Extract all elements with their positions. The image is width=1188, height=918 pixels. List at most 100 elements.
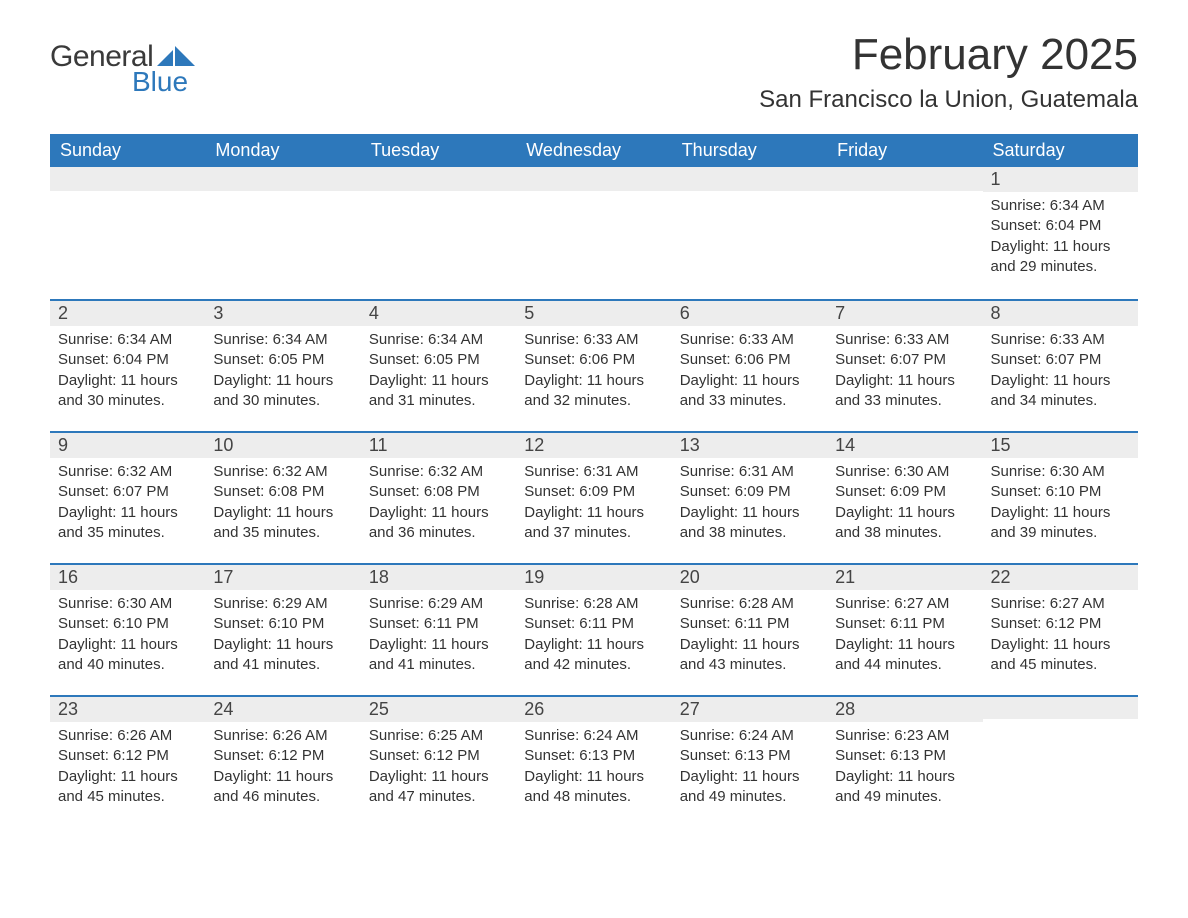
day-details: Sunrise: 6:24 AMSunset: 6:13 PMDaylight:…: [672, 722, 827, 813]
sunset-text: Sunset: 6:13 PM: [835, 746, 974, 766]
sunrise-text: Sunrise: 6:34 AM: [369, 330, 508, 350]
empty-day-header: [672, 167, 827, 191]
day-number: 7: [827, 299, 982, 326]
day-number: 17: [205, 563, 360, 590]
day-details: Sunrise: 6:30 AMSunset: 6:10 PMDaylight:…: [50, 590, 205, 681]
day-details: Sunrise: 6:29 AMSunset: 6:10 PMDaylight:…: [205, 590, 360, 681]
day-details: Sunrise: 6:24 AMSunset: 6:13 PMDaylight:…: [516, 722, 671, 813]
day-details: Sunrise: 6:31 AMSunset: 6:09 PMDaylight:…: [672, 458, 827, 549]
day-number: 24: [205, 695, 360, 722]
calendar-week: 9Sunrise: 6:32 AMSunset: 6:07 PMDaylight…: [50, 431, 1138, 563]
sunset-text: Sunset: 6:08 PM: [369, 482, 508, 502]
sunrise-text: Sunrise: 6:33 AM: [991, 330, 1130, 350]
calendar-cell: 14Sunrise: 6:30 AMSunset: 6:09 PMDayligh…: [827, 431, 982, 563]
day-details: Sunrise: 6:33 AMSunset: 6:07 PMDaylight:…: [827, 326, 982, 417]
day-number: 8: [983, 299, 1138, 326]
day-details: Sunrise: 6:27 AMSunset: 6:11 PMDaylight:…: [827, 590, 982, 681]
sunset-text: Sunset: 6:04 PM: [991, 216, 1130, 236]
calendar-cell: 10Sunrise: 6:32 AMSunset: 6:08 PMDayligh…: [205, 431, 360, 563]
daylight-text: Daylight: 11 hours and 38 minutes.: [680, 503, 819, 544]
daylight-text: Daylight: 11 hours and 33 minutes.: [680, 371, 819, 412]
day-details: Sunrise: 6:34 AMSunset: 6:04 PMDaylight:…: [983, 192, 1138, 283]
empty-day-header: [361, 167, 516, 191]
weekday-header: Monday: [205, 134, 360, 167]
day-number: 28: [827, 695, 982, 722]
sunset-text: Sunset: 6:13 PM: [524, 746, 663, 766]
day-details: Sunrise: 6:28 AMSunset: 6:11 PMDaylight:…: [672, 590, 827, 681]
sunset-text: Sunset: 6:12 PM: [58, 746, 197, 766]
sunset-text: Sunset: 6:05 PM: [369, 350, 508, 370]
sunset-text: Sunset: 6:12 PM: [213, 746, 352, 766]
day-number: 13: [672, 431, 827, 458]
sunrise-text: Sunrise: 6:32 AM: [369, 462, 508, 482]
sunset-text: Sunset: 6:11 PM: [680, 614, 819, 634]
sunrise-text: Sunrise: 6:32 AM: [58, 462, 197, 482]
sunrise-text: Sunrise: 6:28 AM: [680, 594, 819, 614]
daylight-text: Daylight: 11 hours and 31 minutes.: [369, 371, 508, 412]
sunrise-text: Sunrise: 6:34 AM: [213, 330, 352, 350]
calendar-table: SundayMondayTuesdayWednesdayThursdayFrid…: [50, 134, 1138, 827]
calendar-week: 1Sunrise: 6:34 AMSunset: 6:04 PMDaylight…: [50, 167, 1138, 299]
day-details: Sunrise: 6:31 AMSunset: 6:09 PMDaylight:…: [516, 458, 671, 549]
daylight-text: Daylight: 11 hours and 44 minutes.: [835, 635, 974, 676]
sunset-text: Sunset: 6:12 PM: [369, 746, 508, 766]
daylight-text: Daylight: 11 hours and 35 minutes.: [213, 503, 352, 544]
day-details: Sunrise: 6:27 AMSunset: 6:12 PMDaylight:…: [983, 590, 1138, 681]
calendar-cell: [672, 167, 827, 299]
day-number: 22: [983, 563, 1138, 590]
calendar-cell: 20Sunrise: 6:28 AMSunset: 6:11 PMDayligh…: [672, 563, 827, 695]
calendar-head: SundayMondayTuesdayWednesdayThursdayFrid…: [50, 134, 1138, 167]
calendar-cell: 2Sunrise: 6:34 AMSunset: 6:04 PMDaylight…: [50, 299, 205, 431]
weekday-header: Wednesday: [516, 134, 671, 167]
calendar-cell: 21Sunrise: 6:27 AMSunset: 6:11 PMDayligh…: [827, 563, 982, 695]
calendar-cell: [827, 167, 982, 299]
sunrise-text: Sunrise: 6:25 AM: [369, 726, 508, 746]
day-details: Sunrise: 6:25 AMSunset: 6:12 PMDaylight:…: [361, 722, 516, 813]
calendar-cell: 8Sunrise: 6:33 AMSunset: 6:07 PMDaylight…: [983, 299, 1138, 431]
sunset-text: Sunset: 6:07 PM: [991, 350, 1130, 370]
daylight-text: Daylight: 11 hours and 30 minutes.: [58, 371, 197, 412]
sunset-text: Sunset: 6:07 PM: [835, 350, 974, 370]
sunset-text: Sunset: 6:11 PM: [524, 614, 663, 634]
location-subtitle: San Francisco la Union, Guatemala: [759, 86, 1138, 114]
calendar-cell: 12Sunrise: 6:31 AMSunset: 6:09 PMDayligh…: [516, 431, 671, 563]
day-number: 27: [672, 695, 827, 722]
day-number: 19: [516, 563, 671, 590]
day-number: 18: [361, 563, 516, 590]
daylight-text: Daylight: 11 hours and 37 minutes.: [524, 503, 663, 544]
daylight-text: Daylight: 11 hours and 49 minutes.: [680, 767, 819, 808]
sunset-text: Sunset: 6:10 PM: [991, 482, 1130, 502]
daylight-text: Daylight: 11 hours and 29 minutes.: [991, 237, 1130, 278]
calendar-cell: 24Sunrise: 6:26 AMSunset: 6:12 PMDayligh…: [205, 695, 360, 827]
day-number: 20: [672, 563, 827, 590]
calendar-cell: 25Sunrise: 6:25 AMSunset: 6:12 PMDayligh…: [361, 695, 516, 827]
day-number: 23: [50, 695, 205, 722]
day-details: Sunrise: 6:32 AMSunset: 6:08 PMDaylight:…: [205, 458, 360, 549]
sunrise-text: Sunrise: 6:31 AM: [680, 462, 819, 482]
day-number: 10: [205, 431, 360, 458]
title-block: February 2025 San Francisco la Union, Gu…: [759, 30, 1138, 114]
day-number: 21: [827, 563, 982, 590]
sunrise-text: Sunrise: 6:24 AM: [680, 726, 819, 746]
weekday-row: SundayMondayTuesdayWednesdayThursdayFrid…: [50, 134, 1138, 167]
daylight-text: Daylight: 11 hours and 33 minutes.: [835, 371, 974, 412]
daylight-text: Daylight: 11 hours and 38 minutes.: [835, 503, 974, 544]
calendar-cell: [50, 167, 205, 299]
sunset-text: Sunset: 6:10 PM: [213, 614, 352, 634]
weekday-header: Tuesday: [361, 134, 516, 167]
empty-day-header: [205, 167, 360, 191]
calendar-week: 23Sunrise: 6:26 AMSunset: 6:12 PMDayligh…: [50, 695, 1138, 827]
day-number: 12: [516, 431, 671, 458]
sunset-text: Sunset: 6:10 PM: [58, 614, 197, 634]
calendar-week: 2Sunrise: 6:34 AMSunset: 6:04 PMDaylight…: [50, 299, 1138, 431]
day-number: 3: [205, 299, 360, 326]
calendar-cell: 19Sunrise: 6:28 AMSunset: 6:11 PMDayligh…: [516, 563, 671, 695]
day-number: 15: [983, 431, 1138, 458]
daylight-text: Daylight: 11 hours and 36 minutes.: [369, 503, 508, 544]
sunset-text: Sunset: 6:09 PM: [680, 482, 819, 502]
day-number: 5: [516, 299, 671, 326]
calendar-cell: [983, 695, 1138, 827]
day-number: 14: [827, 431, 982, 458]
calendar-cell: 3Sunrise: 6:34 AMSunset: 6:05 PMDaylight…: [205, 299, 360, 431]
sunrise-text: Sunrise: 6:29 AM: [213, 594, 352, 614]
